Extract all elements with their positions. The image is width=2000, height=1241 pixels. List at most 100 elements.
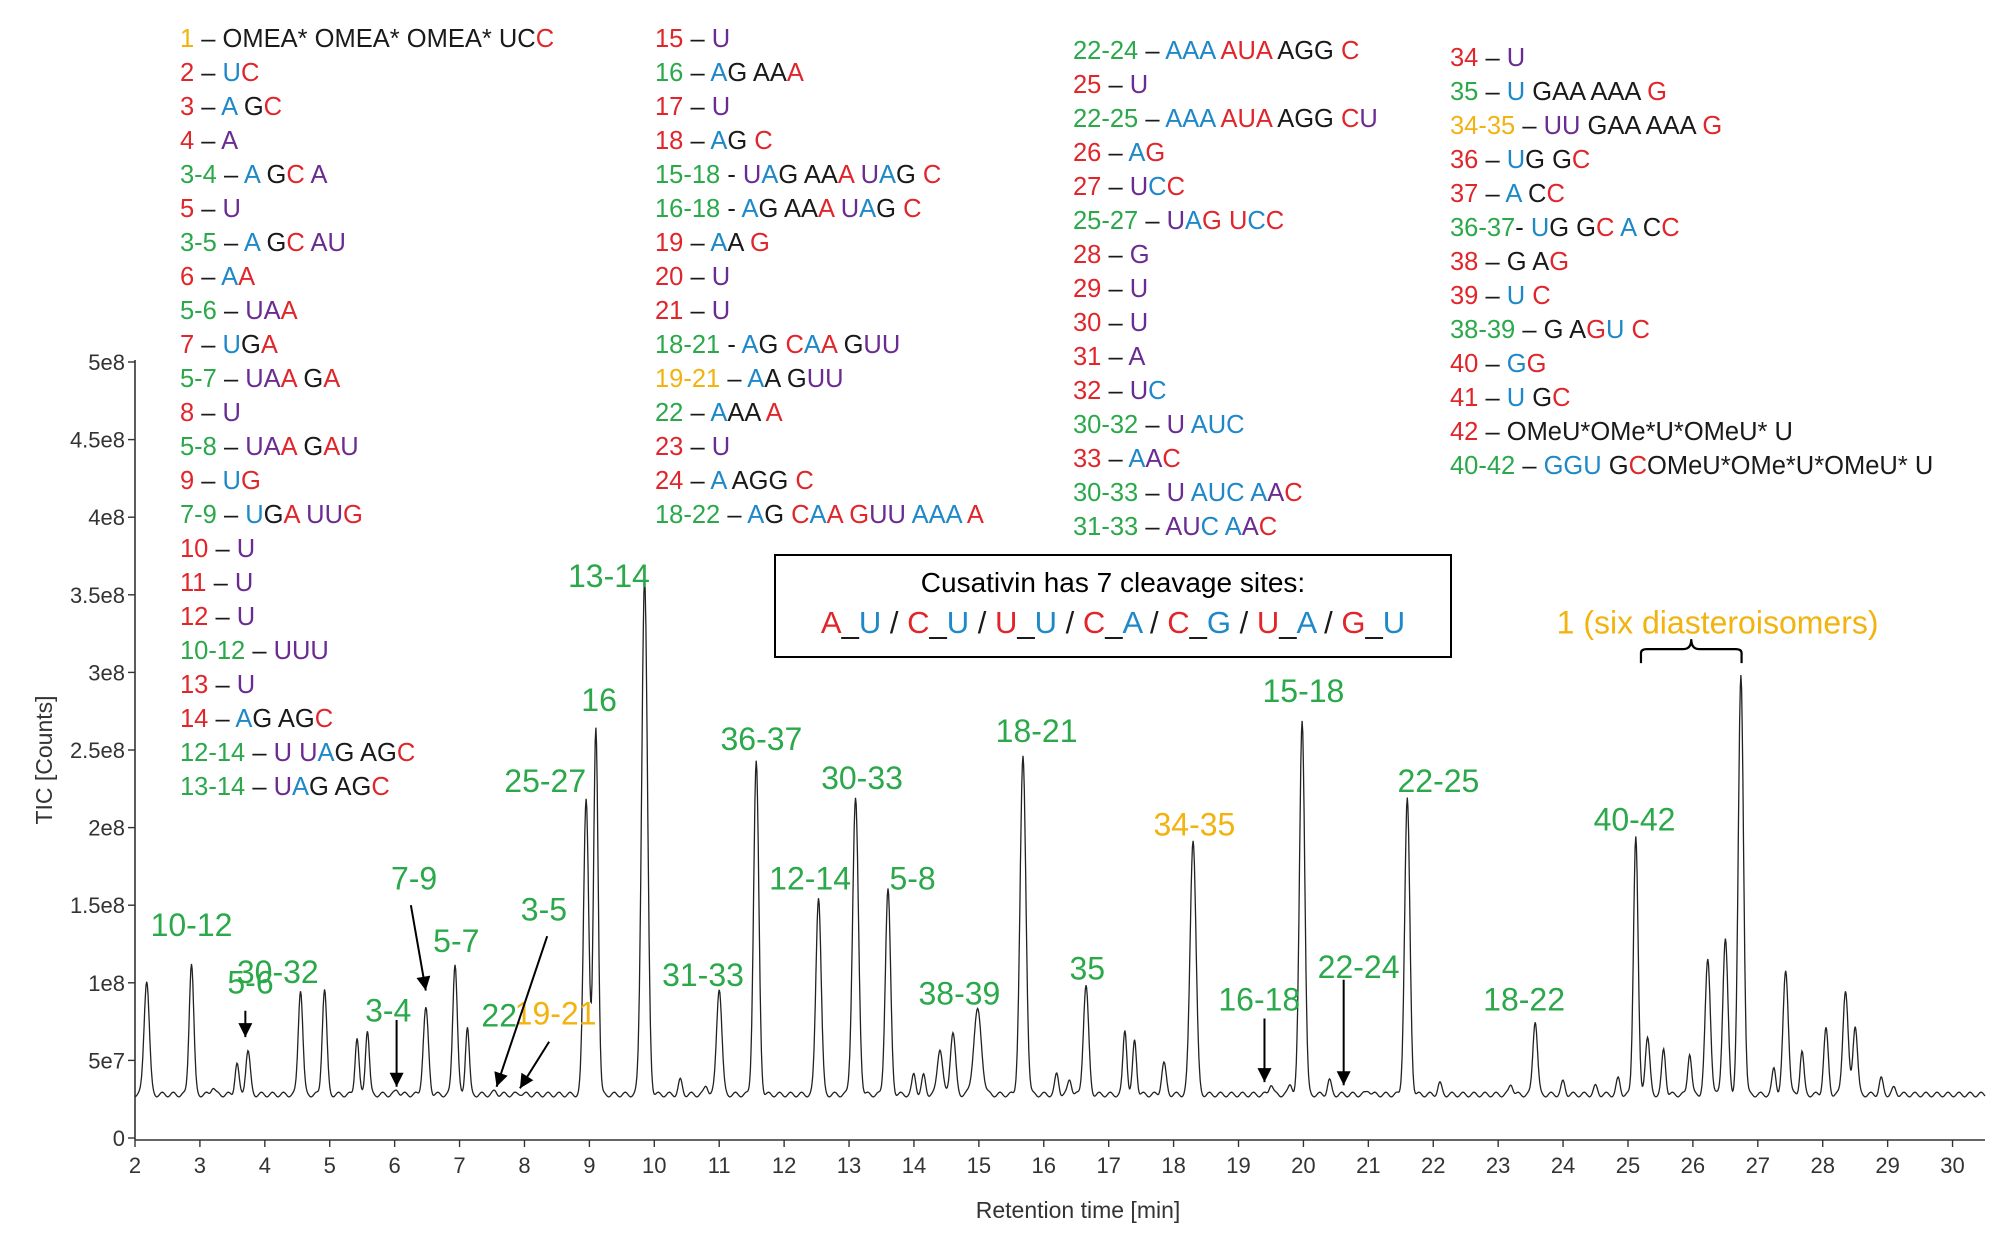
legend-entry: 19 – AA G: [655, 226, 984, 260]
diastereoisomer-brace: [1639, 639, 1743, 664]
fragment-id: 25-27: [1073, 207, 1139, 235]
fragment-sequence: U: [1605, 316, 1625, 344]
legend-entry: 42 – OMeU*OMe*U*OMeU* U: [1450, 415, 1933, 449]
fragment-id: 28: [1073, 241, 1102, 269]
tic-line: [134, 579, 1986, 1098]
fragment-sequence: A: [323, 365, 341, 393]
x-tick-label: 3: [194, 1153, 206, 1178]
fragment-separator: –: [1101, 377, 1130, 405]
fragment-sequence: A: [235, 705, 253, 733]
cleavage-separator: /: [1231, 605, 1257, 640]
legend-entry: 17 – U: [655, 90, 984, 124]
legend-entry: 10-12 – UUU: [180, 634, 554, 668]
fragment-separator: –: [683, 229, 711, 257]
fragment-sequence: G: [263, 501, 284, 529]
fragment-sequence: G: [296, 433, 324, 461]
legend-entry: 15 – U: [655, 22, 984, 56]
fragment-sequence: A: [710, 127, 728, 155]
fragment-id: 7: [180, 331, 195, 359]
x-tick-label: 13: [837, 1153, 861, 1178]
legend-entry: 26 – AG: [1073, 136, 1378, 170]
legend-entry: 32 – UC: [1073, 374, 1378, 408]
chart-axes: 2 3 4 5 6 7 8 9 10 11 12 13 14 15 16 17 18 19 20 21 22 23 24 25…: [70, 350, 1985, 1178]
peak-label: 30-33: [821, 760, 903, 796]
fragment-id: 32: [1073, 377, 1102, 405]
cleavage-site-part: _: [1365, 605, 1383, 640]
y-axis-label: TIC [Counts]: [31, 695, 57, 824]
y-tick-label: 3e8: [88, 660, 125, 685]
fragment-id: 20: [655, 263, 684, 291]
x-tick-label: 21: [1356, 1153, 1380, 1178]
fragment-separator: –: [206, 569, 235, 597]
fragment-sequence: A: [820, 331, 837, 359]
fragment-sequence: U: [1166, 207, 1186, 235]
fragment-sequence: A: [818, 195, 834, 223]
fragment-sequence: C: [240, 59, 260, 87]
fragment-sequence: C: [1265, 207, 1285, 235]
fragment-sequence: A: [1128, 139, 1146, 167]
fragment-id: 2: [180, 59, 195, 87]
legend-entry: 36-37- UG GC A CC: [1450, 211, 1933, 245]
fragment-id: 39: [1450, 282, 1479, 310]
fragment-sequence: A: [1241, 513, 1259, 541]
x-tick-label: 27: [1746, 1153, 1770, 1178]
fragment-sequence: U: [833, 195, 860, 223]
fragment-id: 22: [655, 399, 684, 427]
fragment-separator: –: [1101, 241, 1130, 269]
fragment-sequence: U: [1129, 275, 1149, 303]
fragment-separator: –: [1478, 44, 1507, 72]
fragment-separator: –: [208, 671, 237, 699]
arrow-head: [389, 1072, 404, 1087]
fragment-sequence: U: [222, 399, 241, 427]
fragment-separator: –: [1101, 71, 1130, 99]
y-tick-label: 5e7: [88, 1048, 125, 1073]
y-tick-label: 3.5e8: [70, 583, 125, 608]
fragment-sequence: A: [710, 399, 728, 427]
fragment-id: 23: [655, 433, 684, 461]
fragment-id: 36: [1450, 146, 1479, 174]
peak-label: 16-18: [1218, 982, 1300, 1018]
peak-label: 30-32: [237, 954, 319, 990]
x-tick-label: 5: [324, 1153, 336, 1178]
fragment-sequence: A: [1128, 445, 1146, 473]
fragment-sequence: U: [742, 161, 762, 189]
x-tick-label: 22: [1421, 1153, 1445, 1178]
fragment-sequence: C: [1162, 445, 1181, 473]
fragment-id: 40: [1450, 350, 1479, 378]
fragment-sequence: C: [1148, 173, 1167, 201]
fragment-sequence: U: [234, 569, 254, 597]
legend-entry: 37 – A CC: [1450, 177, 1933, 211]
fragment-id: 30: [1073, 309, 1102, 337]
fragment-separator: –: [683, 59, 711, 87]
fragment-sequence: A: [1224, 513, 1242, 541]
fragment-separator: –: [683, 399, 711, 427]
legend-entry: 3-5 – A GC AU: [180, 226, 554, 260]
fragment-separator: –: [1478, 146, 1507, 174]
legend-entry: 22 – AAA A: [655, 396, 984, 430]
fragment-sequence: U: [340, 433, 359, 461]
fragment-sequence: UU: [806, 365, 844, 393]
fragment-sequence: U: [711, 297, 731, 325]
fragment-id: 31: [1073, 343, 1102, 371]
arrow-head: [1336, 1071, 1351, 1086]
fragment-sequence: A G: [764, 365, 807, 393]
legend-entry: 8 – U: [180, 396, 554, 430]
fragment-separator: –: [720, 365, 748, 393]
x-axis-label: Retention time [min]: [976, 1197, 1181, 1223]
cleavage-site-part: C: [1082, 605, 1106, 640]
fragment-separator: –: [1515, 316, 1544, 344]
fragment-sequence: A: [304, 161, 328, 189]
fragment-sequence: C: [1635, 214, 1662, 242]
fragment-sequence: G AG: [334, 739, 397, 767]
legend-entry: 27 – UCC: [1073, 170, 1378, 204]
peak-label: 13-14: [568, 558, 650, 594]
peak-label: 36-37: [720, 721, 802, 757]
fragment-sequence: G: [1549, 248, 1570, 276]
fragment-id: 3-4: [180, 161, 217, 189]
fragment-separator: –: [208, 535, 237, 563]
fragment-separator: –: [1101, 275, 1130, 303]
fragment-sequence: A: [243, 161, 260, 189]
fragment-sequence: A: [238, 263, 256, 291]
legend-entry: 41 – U GC: [1450, 381, 1933, 415]
legend-column: 22-24 – AAA AUA AGG C 25 – U 22-25 – AAA A…: [1073, 34, 1378, 544]
